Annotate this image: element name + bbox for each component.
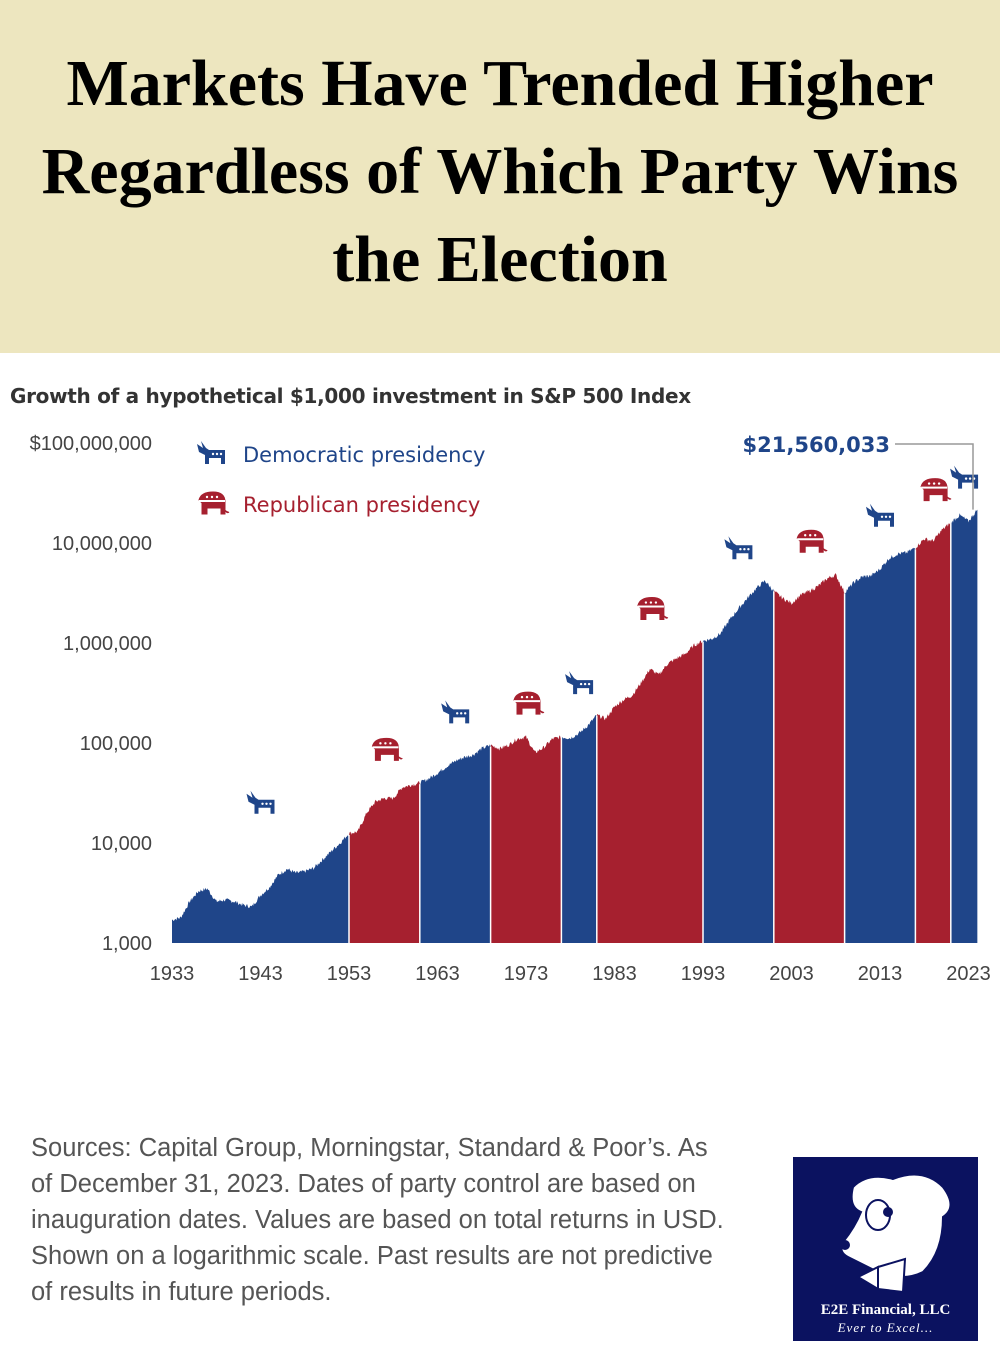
area-period-R bbox=[773, 573, 845, 943]
elephant-icon bbox=[513, 691, 545, 715]
chart-title: Growth of a hypothetical $1,000 investme… bbox=[10, 384, 691, 408]
donkey-icon bbox=[866, 503, 894, 527]
y-tick-label: 10,000 bbox=[91, 833, 152, 855]
donkey-icon bbox=[724, 536, 753, 560]
elephant-icon bbox=[198, 491, 230, 515]
y-tick-label: 100,000 bbox=[80, 733, 152, 755]
elephant-icon bbox=[920, 478, 952, 502]
final-value-label: $21,560,033 bbox=[743, 433, 890, 457]
elephant-icon bbox=[371, 737, 403, 761]
area-period-R bbox=[915, 521, 951, 943]
legend-label-R: Republican presidency bbox=[243, 493, 480, 517]
x-tick-label: 2023 bbox=[946, 963, 991, 985]
y-tick-label: 1,000 bbox=[102, 933, 152, 955]
area-period-R bbox=[349, 781, 420, 943]
x-tick-label: 1973 bbox=[504, 963, 549, 985]
page-title: Markets Have Trended Higher Regardless o… bbox=[41, 47, 959, 296]
x-tick-label: 1943 bbox=[238, 963, 283, 985]
logo-name: E2E Financial, LLC bbox=[820, 1302, 951, 1318]
x-tick-label: 1933 bbox=[150, 963, 195, 985]
donkey-icon bbox=[246, 790, 275, 814]
elephant-icon bbox=[796, 529, 828, 553]
y-tick-label: 10,000,000 bbox=[52, 533, 152, 555]
x-tick-label: 1953 bbox=[327, 963, 372, 985]
donkey-icon bbox=[950, 465, 979, 489]
area-period-R bbox=[490, 735, 562, 943]
title-banner: Markets Have Trended Higher Regardless o… bbox=[0, 0, 1000, 353]
elephant-icon bbox=[637, 597, 669, 621]
dog-mascot-icon bbox=[840, 1173, 952, 1294]
y-tick-label: $100,000,000 bbox=[30, 433, 152, 455]
company-logo: E2E Financial, LLC Ever to Excel... bbox=[793, 1157, 978, 1341]
donkey-icon bbox=[565, 671, 594, 695]
area-period-D bbox=[844, 547, 916, 943]
area-period-D bbox=[703, 580, 774, 943]
area-period-D bbox=[950, 509, 978, 943]
donkey-icon bbox=[197, 441, 225, 464]
x-tick-label: 2013 bbox=[858, 963, 903, 985]
area-period-D bbox=[172, 834, 349, 943]
growth-chart: $100,000,000 10,000,000 1,000,000 100,000 10… bbox=[30, 433, 991, 985]
footnote: Sources: Capital Group, Morningstar, Sta… bbox=[31, 1134, 724, 1306]
final-value-leader bbox=[895, 443, 974, 510]
x-tick-label: 1983 bbox=[592, 963, 637, 985]
area-period-D bbox=[419, 744, 491, 943]
x-tick-label: 1993 bbox=[681, 963, 726, 985]
logo-tagline: Ever to Excel... bbox=[837, 1320, 934, 1335]
x-tick-label: 1963 bbox=[415, 963, 460, 985]
area-period-R bbox=[596, 640, 703, 943]
x-tick-label: 2003 bbox=[769, 963, 814, 985]
y-tick-label: 1,000,000 bbox=[63, 633, 152, 655]
area-period-D bbox=[561, 715, 597, 943]
donkey-icon bbox=[441, 700, 470, 724]
legend-label-D: Democratic presidency bbox=[243, 443, 485, 467]
